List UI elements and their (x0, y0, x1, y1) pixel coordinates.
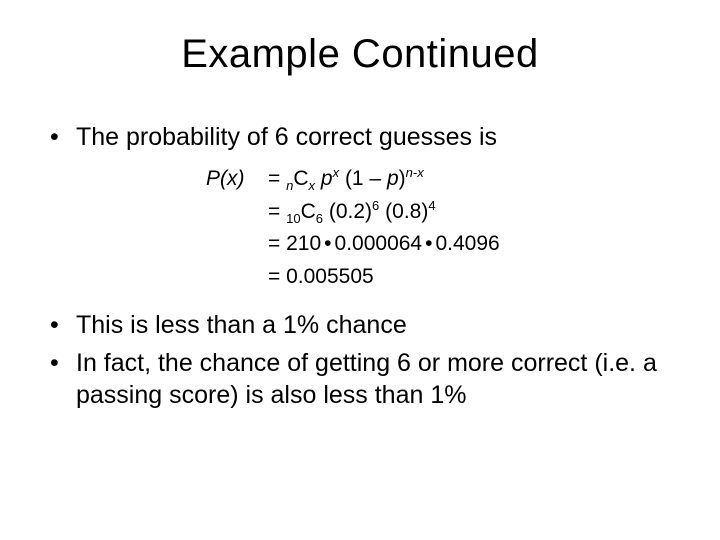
sub-10: 10 (286, 211, 300, 226)
math-rhs-1: = nCx px (1 – p)n-x (268, 163, 424, 196)
eq: = (268, 200, 280, 223)
bullet-list-2: This is less than a 1% chance In fact, t… (48, 309, 672, 411)
close: ) (399, 167, 406, 190)
v2: (0.8) (385, 200, 428, 223)
exp-n: n (406, 165, 413, 180)
p: p (321, 167, 333, 190)
dot-icon: • (422, 232, 435, 255)
bullet-list: The probability of 6 correct guesses is (48, 121, 672, 153)
eq: = (268, 232, 280, 255)
math-row-1: P(x) = nCx px (1 – p)n-x (206, 163, 672, 196)
result: 0.005505 (286, 265, 374, 288)
bullet-item: In fact, the chance of getting 6 or more… (48, 347, 672, 411)
math-row-4: = 0.005505 (206, 261, 672, 294)
sub-x: x (309, 178, 316, 193)
eq: = (268, 265, 280, 288)
C2: C (301, 200, 316, 223)
dot-icon: • (321, 232, 334, 255)
sup-x: x (333, 165, 340, 180)
a: 210 (286, 232, 321, 255)
e1: 6 (372, 198, 379, 213)
eq: = (268, 167, 280, 190)
math-rhs-3: = 210•0.000064•0.4096 (268, 228, 500, 261)
v1: (0.2) (329, 200, 372, 223)
slide: Example Continued The probability of 6 c… (0, 0, 720, 540)
slide-title: Example Continued (48, 32, 672, 77)
p2: p (387, 167, 399, 190)
exp-x: x (417, 165, 424, 180)
open: (1 – (345, 167, 387, 190)
math-lhs: P(x) (206, 163, 268, 196)
math-row-3: = 210•0.000064•0.4096 (206, 228, 672, 261)
sub-6: 6 (316, 211, 323, 226)
bullet-item: The probability of 6 correct guesses is (48, 121, 672, 153)
math-rhs-4: = 0.005505 (268, 261, 374, 294)
math-x: x (227, 167, 238, 190)
e2: 4 (428, 198, 435, 213)
math-P: P (206, 167, 220, 190)
c: 0.4096 (435, 232, 499, 255)
b: 0.000064 (335, 232, 423, 255)
math-rhs-2: = 10C6 (0.2)6 (0.8)4 (268, 196, 436, 229)
math-row-2: = 10C6 (0.2)6 (0.8)4 (206, 196, 672, 229)
bullet-item: This is less than a 1% chance (48, 309, 672, 341)
math-block: P(x) = nCx px (1 – p)n-x = 10C6 (0.2)6 (… (206, 163, 672, 293)
C: C (293, 167, 308, 190)
